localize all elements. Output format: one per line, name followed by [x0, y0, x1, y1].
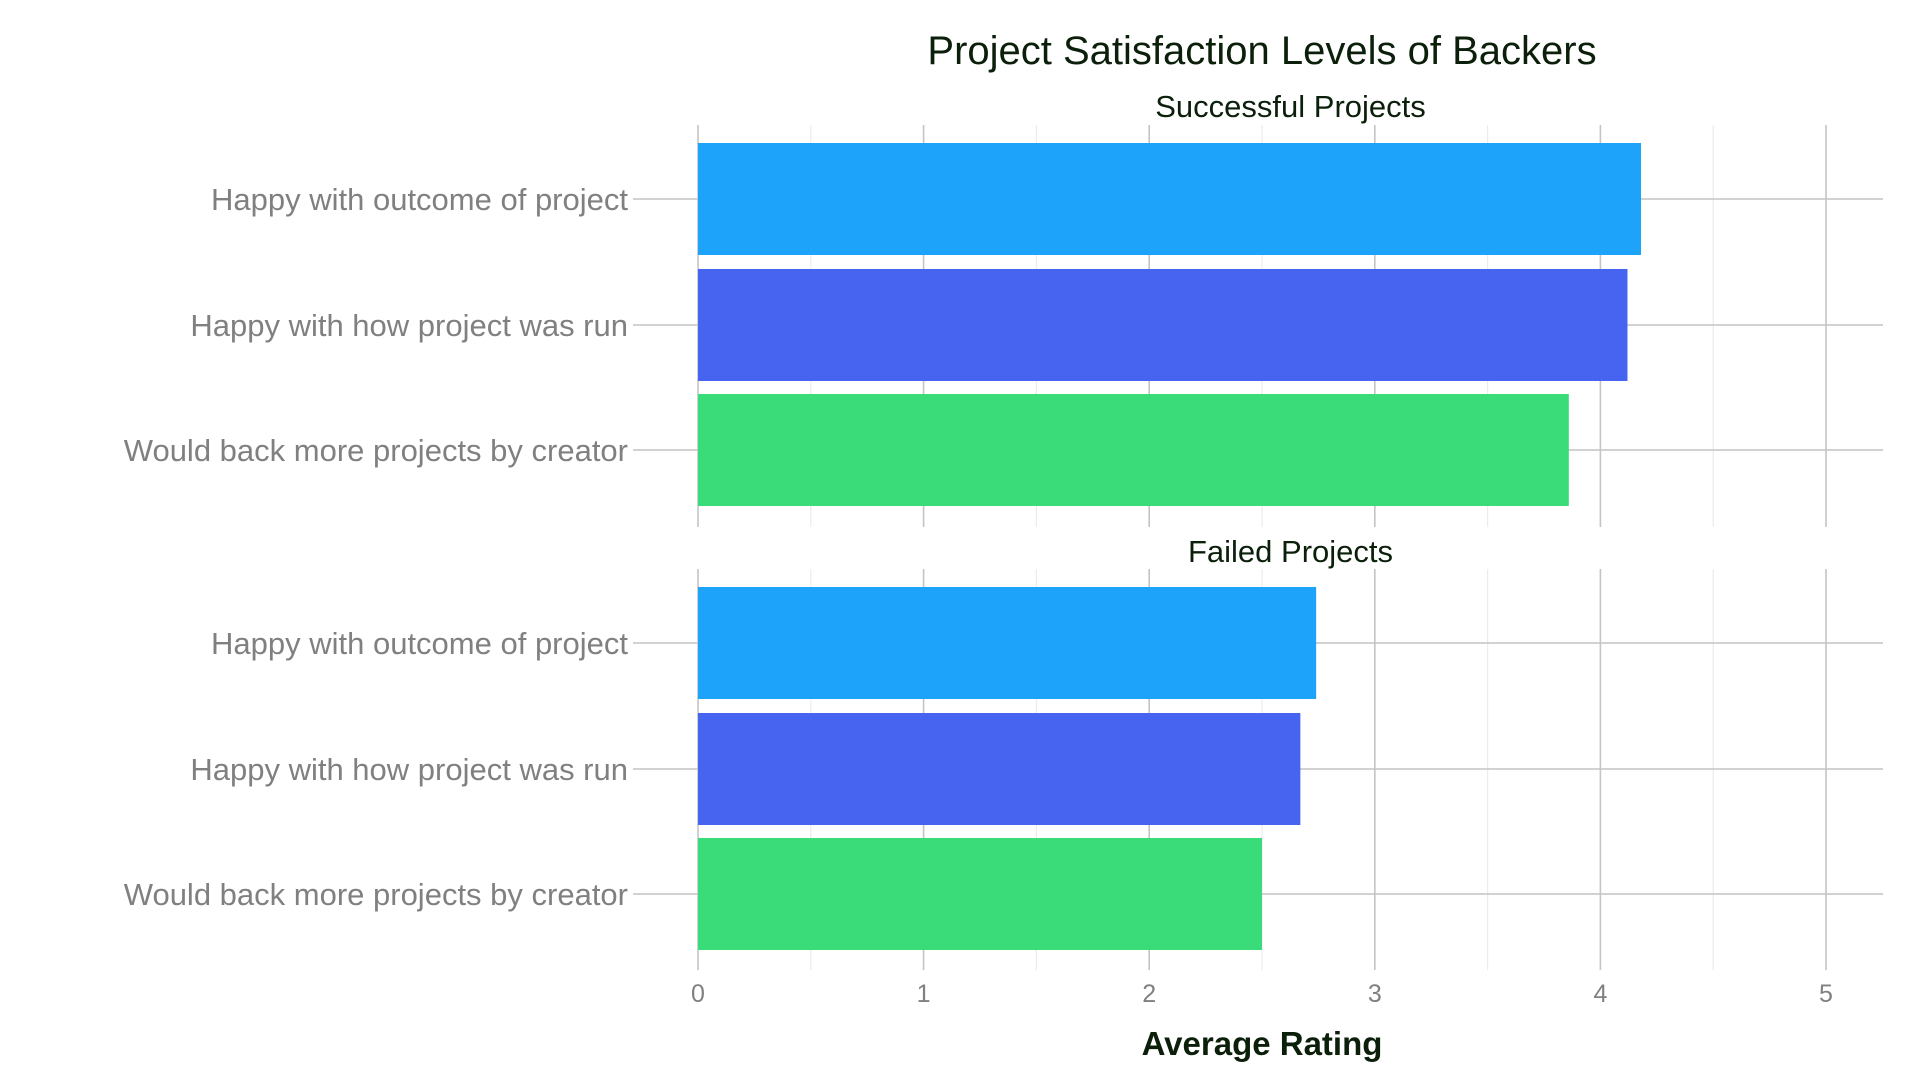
x-tick-label: 3 — [1368, 980, 1382, 1008]
x-axis-title: Average Rating — [1142, 1025, 1383, 1062]
bar — [698, 269, 1628, 381]
x-tick-label: 1 — [917, 980, 931, 1008]
x-tick-label: 4 — [1593, 980, 1607, 1008]
category-label: Happy with outcome of project — [211, 182, 628, 217]
category-label: Would back more projects by creator — [124, 877, 628, 912]
bar — [698, 838, 1262, 950]
category-label: Happy with how project was run — [190, 752, 628, 787]
x-tick-label: 0 — [691, 980, 705, 1008]
category-label: Happy with outcome of project — [211, 626, 628, 661]
bar — [698, 143, 1642, 255]
category-label: Happy with how project was run — [190, 308, 628, 343]
bar — [698, 394, 1569, 506]
facet-title: Successful Projects — [1155, 89, 1426, 124]
x-tick-label: 5 — [1819, 980, 1833, 1008]
facet-title: Failed Projects — [1188, 534, 1393, 569]
x-tick-label: 2 — [1142, 980, 1156, 1008]
bar — [698, 713, 1301, 825]
facet-panel: Failed Projects Happy with outcome of pro… — [124, 534, 1883, 970]
chart-title: Project Satisfaction Levels of Backers — [927, 29, 1596, 73]
x-axis: 0 1 2 3 4 5 — [691, 980, 1833, 1008]
category-label: Would back more projects by creator — [124, 433, 628, 468]
facet-panel: Successful Projects Happy with outcome of… — [124, 89, 1883, 527]
bar — [698, 587, 1317, 699]
chart-panels: Successful Projects Happy with outcome of… — [124, 89, 1883, 970]
